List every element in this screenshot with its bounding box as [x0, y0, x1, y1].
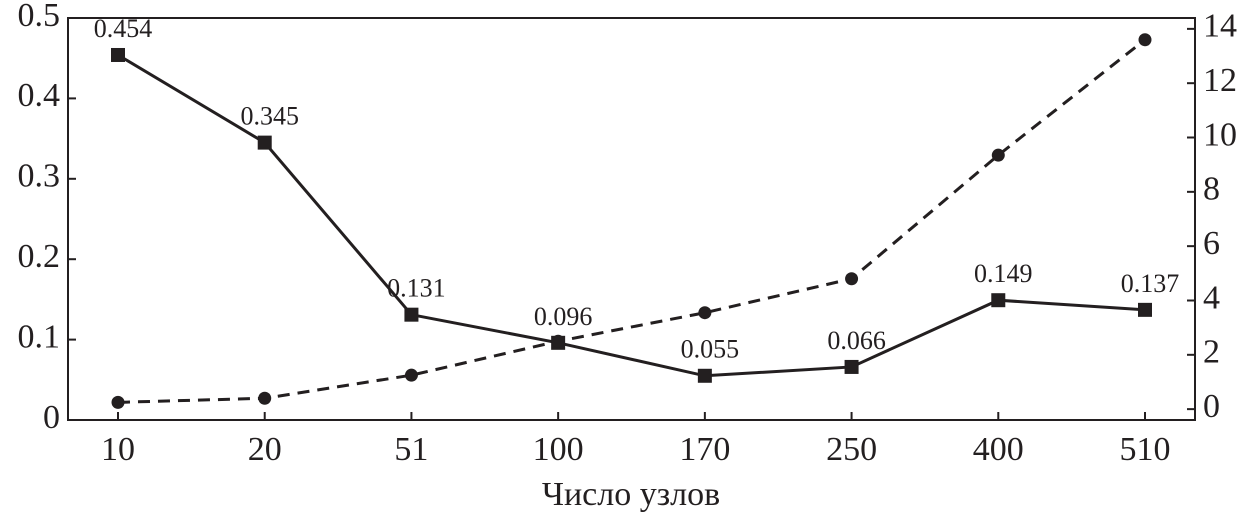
marker [1138, 302, 1152, 317]
y-tick-label: 0.2 [18, 238, 61, 275]
marker [404, 368, 418, 382]
marker [257, 135, 272, 150]
x-tick-label: 100 [533, 431, 584, 468]
y-tick-label: 0 [43, 399, 60, 436]
x-axis-title: Число узлов [542, 476, 720, 513]
marker [844, 359, 859, 374]
data-label: 0.454 [94, 14, 153, 43]
y2-tick-label: 2 [1203, 334, 1220, 371]
data-label: 0.131 [387, 274, 446, 303]
y2-tick-label: 0 [1203, 388, 1220, 425]
x-tick-label: 20 [248, 431, 282, 468]
x-tick-label: 510 [1120, 431, 1171, 468]
data-label: 0.055 [681, 335, 740, 364]
data-label: 0.345 [240, 102, 299, 131]
y-tick-label: 0.5 [18, 0, 61, 34]
x-tick-label: 51 [394, 431, 428, 468]
marker [111, 47, 125, 62]
y-tick-label: 0.3 [18, 158, 61, 195]
marker [845, 272, 859, 286]
marker [111, 395, 125, 409]
marker [697, 368, 712, 383]
y2-tick-label: 4 [1203, 279, 1220, 316]
y2-tick-label: 6 [1203, 225, 1220, 262]
x-tick-label: 10 [101, 431, 135, 468]
y2-tick-label: 12 [1203, 62, 1237, 99]
y-tick-label: 0.4 [18, 77, 61, 114]
marker [991, 148, 1005, 162]
marker [404, 307, 419, 322]
marker [698, 306, 712, 320]
data-label: 0.066 [827, 326, 886, 355]
marker [258, 391, 272, 405]
data-label: 0.096 [534, 302, 593, 331]
x-tick-label: 400 [973, 431, 1024, 468]
marker [991, 293, 1006, 308]
marker [551, 334, 565, 348]
x-tick-label: 170 [679, 431, 730, 468]
y2-tick-label: 14 [1203, 8, 1237, 45]
plot-frame [67, 17, 1196, 421]
y2-tick-label: 8 [1203, 171, 1220, 208]
x-tick-label: 250 [826, 431, 877, 468]
y-tick-label: 0.1 [18, 318, 61, 355]
data-label: 0.137 [1121, 269, 1180, 298]
series-line [117, 38, 1146, 404]
marker [1138, 33, 1152, 47]
y2-tick-label: 10 [1203, 116, 1237, 153]
series-line [117, 53, 1146, 378]
data-label: 0.149 [974, 259, 1033, 288]
